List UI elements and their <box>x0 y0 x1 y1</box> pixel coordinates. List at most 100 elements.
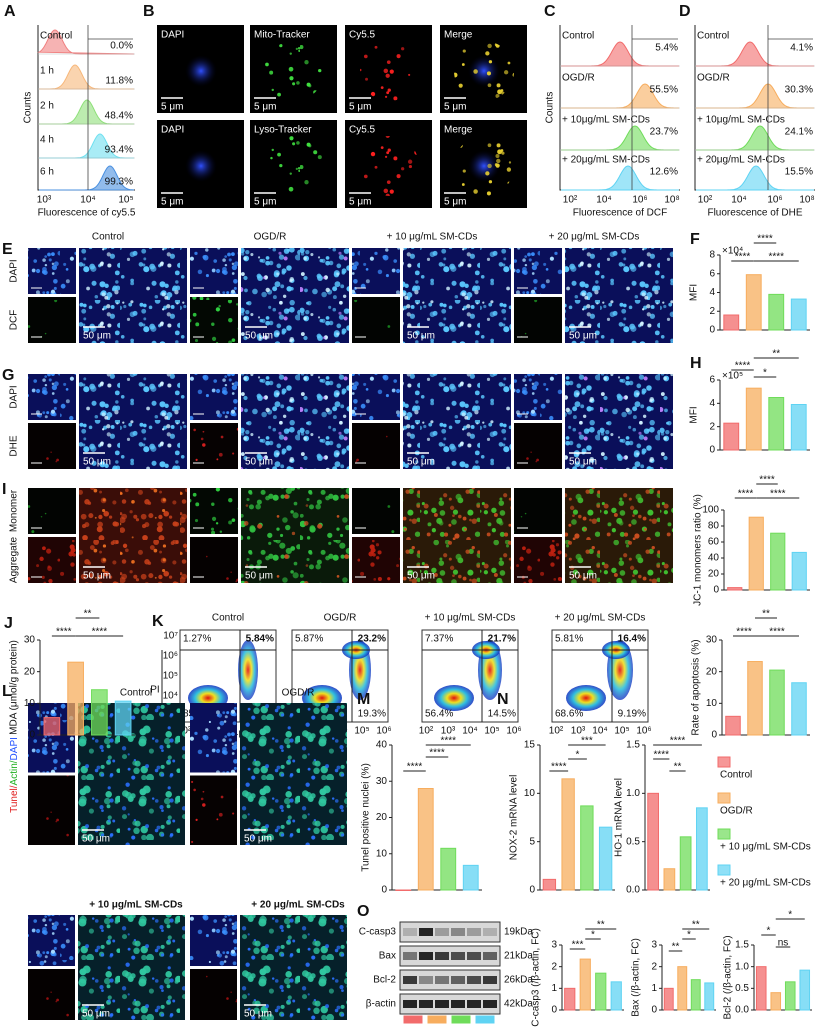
y-tick-label: 0.5 <box>626 836 640 847</box>
y-tick-label: 20 <box>706 666 718 677</box>
channel-label: DAPI <box>9 385 20 408</box>
scale-label: 50 μm <box>83 457 111 468</box>
bar <box>677 966 688 1011</box>
group-header: Control <box>120 688 152 699</box>
bar <box>784 981 796 1011</box>
y-axis-label: Counts <box>545 92 556 124</box>
micrograph <box>28 488 76 534</box>
band-size: 26kDa <box>504 975 533 986</box>
y-tick-label: 40 <box>708 553 720 564</box>
y-tick-label: 10⁷ <box>163 631 178 642</box>
micrograph <box>565 488 673 583</box>
group-header: + 20 μg/mL SM-CDs <box>555 613 646 624</box>
bar <box>595 972 607 1011</box>
scale-label: 50 μm <box>245 571 273 582</box>
channel-label: DAPI <box>161 30 184 41</box>
bar <box>727 587 743 591</box>
micrograph <box>190 297 238 343</box>
y-tick-label: 1.5 <box>735 940 749 951</box>
y-tick-label: 10 <box>24 698 36 709</box>
sig-label: **** <box>735 361 751 372</box>
y-tick-label: 0.5 <box>735 983 749 994</box>
sig-label: **** <box>738 489 754 500</box>
quadrant-ur: 16.4% <box>618 634 646 645</box>
micrograph <box>28 775 75 845</box>
channel-label: Tunel/Actin/DAPI <box>9 737 20 813</box>
x-tick-label: 10² <box>563 195 578 206</box>
micrograph <box>190 703 237 773</box>
organelles <box>359 41 419 101</box>
channel-label: Aggregate <box>9 536 20 583</box>
scale-label: 50 μm <box>244 1009 272 1020</box>
channel-label: Merge <box>444 30 473 41</box>
nucleus <box>185 150 217 182</box>
row-percent: 23.7% <box>650 127 678 138</box>
quadrant-ll: 56.4% <box>425 709 453 720</box>
quadrant-ur: 23.2% <box>358 634 386 645</box>
row-percent: 99.3% <box>105 177 133 188</box>
micrograph <box>190 969 237 1020</box>
panel-label: F <box>690 231 700 248</box>
channel-label: DHE <box>9 435 20 456</box>
channel-label: Cy5.5 <box>349 30 376 41</box>
legend-label: OGD/R <box>720 806 753 817</box>
micrograph <box>352 537 400 583</box>
scale-label: 50 μm <box>407 457 435 468</box>
y-tick-label: 30 <box>706 635 718 646</box>
y-tick-label: 20 <box>24 666 36 677</box>
group-header: + 10 μg/mL SM-CDs <box>89 900 183 911</box>
panel-label: O <box>357 903 369 920</box>
sig-label: ** <box>674 762 682 773</box>
histogram <box>38 165 135 191</box>
scale-label: 50 μm <box>82 834 110 845</box>
bar <box>417 788 434 891</box>
panel-label: N <box>497 691 509 708</box>
micrograph <box>190 248 238 294</box>
row-name: OGD/R <box>562 73 595 84</box>
y-tick-label: 2 <box>709 421 715 432</box>
bar <box>696 807 708 891</box>
blot-band <box>435 952 449 960</box>
x-tick-label: 10⁸ <box>664 195 679 206</box>
y-axis-label: C-casp3 (/β-actin, FC) <box>531 928 542 1027</box>
lane-swatch <box>427 1015 447 1024</box>
y-tick-label: 0 <box>709 445 715 456</box>
row-percent: 93.4% <box>105 145 133 156</box>
y-tick-label: 5 <box>529 836 535 847</box>
blot-band <box>467 1000 481 1008</box>
scale-label: 5 μm <box>349 102 371 113</box>
micrograph <box>78 915 185 1020</box>
x-axis-label: Fluorescence of DHE <box>707 208 802 219</box>
panel-label: A <box>4 3 16 20</box>
y-tick-label: 0 <box>709 325 715 336</box>
y-tick-label: 10 <box>376 848 388 859</box>
x-axis-label: Fluorescence of DCF <box>573 208 667 219</box>
row-name: Control <box>562 31 594 42</box>
y-tick-label: 0 <box>651 1005 657 1016</box>
row-percent: 5.4% <box>655 43 678 54</box>
y-tick-label: 1.0 <box>735 961 749 972</box>
y-axis-label: Bax (/β-actin, FC) <box>631 938 642 1017</box>
group-header: + 10 μg/mL SM-CDs <box>387 232 478 243</box>
y-axis-label: Tunel positive nuclei (%) <box>361 763 372 872</box>
sig-label: ** <box>762 609 770 620</box>
blot-strip <box>399 921 501 943</box>
blot-band <box>435 928 449 936</box>
bar <box>723 314 740 331</box>
blot-strip <box>399 945 501 967</box>
histogram <box>696 165 814 191</box>
bar <box>440 847 457 891</box>
row-name: + 10μg/mL SM-CDs <box>562 115 650 126</box>
sig-label: **** <box>551 762 567 773</box>
bar <box>745 274 762 331</box>
bar <box>542 878 557 891</box>
bar <box>790 404 807 451</box>
y-tick-label: 0 <box>529 885 535 896</box>
band-size: 42kDa <box>504 999 533 1010</box>
density <box>434 685 474 711</box>
x-tick-label: 10⁸ <box>799 195 814 206</box>
lane-swatch <box>403 1015 423 1024</box>
micrograph <box>28 537 76 583</box>
blot-band <box>419 928 433 936</box>
scale-label: 50 μm <box>569 457 597 468</box>
